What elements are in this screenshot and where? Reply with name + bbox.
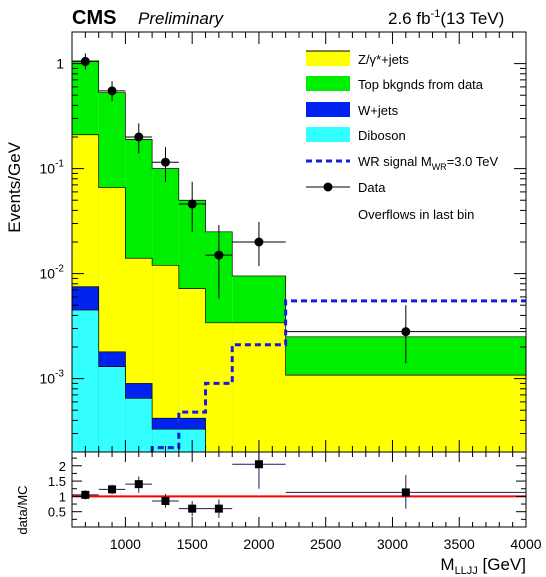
x-tick-label-3: 2500 bbox=[310, 536, 341, 552]
ratio-y-tick-label-0: 0.5 bbox=[48, 505, 66, 520]
bar-diboson-1 bbox=[98, 366, 126, 452]
ratio-point-3 bbox=[152, 493, 179, 508]
main-y-tick-label-2: 10-2 bbox=[40, 264, 65, 282]
legend-swatch-wjets bbox=[306, 102, 350, 117]
ratio-y-tick-label-2: 1.5 bbox=[48, 474, 66, 489]
legend-swatch-top bbox=[306, 76, 350, 91]
ratio-y-axis-title: data/MC bbox=[15, 485, 30, 534]
ratio-point-5 bbox=[205, 499, 233, 518]
experiment-label: CMS bbox=[72, 7, 116, 29]
legend-swatch-zjets bbox=[306, 51, 350, 66]
status-label: Preliminary bbox=[138, 9, 225, 28]
legend-label-zjets: Z/γ*+jets bbox=[358, 52, 409, 67]
x-tick-label-6: 4000 bbox=[510, 536, 541, 552]
bar-diboson-0 bbox=[72, 310, 99, 452]
overflow-note: Overflows in last bin bbox=[358, 207, 474, 222]
legend-label-wjets: W+jets bbox=[358, 103, 399, 118]
main-y-tick-label-1: 10-1 bbox=[40, 159, 65, 177]
legend-label-data: Data bbox=[358, 180, 386, 195]
legend-label-top: Top bkgnds from data bbox=[358, 77, 484, 92]
legend-swatch-data-marker bbox=[323, 182, 333, 192]
x-tick-label-4: 3000 bbox=[377, 536, 408, 552]
data-point-4 bbox=[178, 181, 206, 232]
legend-label-diboson: Diboson bbox=[358, 128, 406, 143]
legend-label-signal: WR signal MWR=3.0 TeV bbox=[358, 154, 498, 172]
main-y-tick-label-3: 10-3 bbox=[40, 369, 65, 387]
bar-z-jets-6 bbox=[232, 322, 286, 452]
signal-line bbox=[150, 299, 526, 452]
ratio-x-axis-title: MLLJJ [GeV] bbox=[440, 555, 526, 577]
data-point-5 bbox=[205, 225, 233, 299]
ratio-y-tick-label-3: 2 bbox=[59, 459, 66, 474]
main-y-tick-label-0: 1 bbox=[56, 56, 64, 72]
ratio-plot-frame bbox=[71, 451, 527, 528]
ratio-point-4 bbox=[178, 500, 206, 517]
ratio-point-2 bbox=[125, 476, 153, 493]
ratio-point-0 bbox=[72, 490, 99, 500]
data-point-2 bbox=[125, 123, 153, 154]
bar-diboson-2 bbox=[125, 398, 153, 452]
data-point-6 bbox=[232, 222, 286, 267]
outline-top-bkgnds-from-data bbox=[71, 60, 527, 452]
ratio-point-7 bbox=[285, 474, 526, 509]
main-y-axis-title: Events/GeV bbox=[5, 141, 24, 232]
data-point-3 bbox=[152, 147, 179, 182]
ratio-point-1 bbox=[98, 484, 126, 495]
data-point-1 bbox=[98, 81, 126, 102]
x-tick-label-5: 3500 bbox=[444, 536, 475, 552]
x-tick-label-2: 2000 bbox=[243, 536, 274, 552]
x-tick-label-0: 1000 bbox=[110, 536, 141, 552]
x-tick-label-1: 1500 bbox=[177, 536, 208, 552]
data-point-7 bbox=[285, 305, 526, 364]
lumi-label: 2.6 fb-1(13 TeV) bbox=[388, 8, 504, 28]
bar-z-jets-5 bbox=[205, 322, 233, 452]
ratio-y-tick-label-1: 1 bbox=[59, 489, 66, 504]
main-plot-panel: 1 10-1 10-2 10-3 Events/GeV bbox=[5, 31, 527, 453]
legend: Z/γ*+jets Top bkgnds from data W+jets Di… bbox=[306, 50, 498, 222]
ratio-plot-panel: 0.511.52 1000 1500 2000 2500 3000 3500 4000 da… bbox=[15, 451, 542, 577]
legend-swatch-diboson bbox=[306, 127, 350, 142]
bar-z-jets-7 bbox=[285, 375, 526, 452]
